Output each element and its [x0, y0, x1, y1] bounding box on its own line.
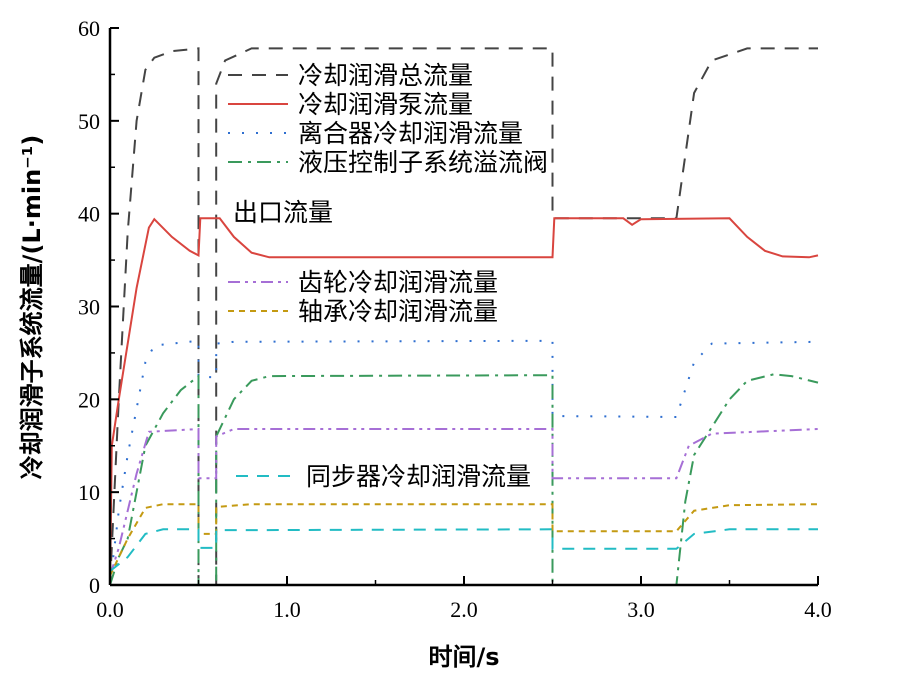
x-tick-label: 1.0	[273, 597, 301, 622]
x-axis-label: 时间/s	[428, 643, 499, 671]
legend-label: 液压控制子系统溢流阀	[298, 148, 548, 177]
legend-label: 离合器冷却润滑流量	[298, 119, 523, 148]
legend-label: 冷却润滑总流量	[298, 61, 473, 90]
series-line-3	[109, 373, 819, 586]
y-tick-label: 30	[78, 295, 100, 320]
x-tick-label: 3.0	[627, 597, 655, 622]
y-axis-label: 冷却润滑子系统流量/(L·min⁻¹)	[18, 135, 46, 480]
series-line-1	[109, 217, 819, 586]
y-tick-label: 40	[78, 202, 100, 227]
series-layer	[109, 47, 819, 586]
legend: 冷却润滑总流量冷却润滑泵流量离合器冷却润滑流量液压控制子系统溢流阀出口流量齿轮冷…	[228, 61, 548, 491]
legend-label: 出口流量	[233, 198, 333, 227]
legend-label: 同步器冷却润滑流量	[306, 462, 531, 491]
y-tick-label: 20	[78, 387, 100, 412]
legend-label: 齿轮冷却润滑流量	[298, 268, 498, 297]
series-line-6	[109, 528, 818, 572]
y-tick-label: 60	[78, 16, 100, 41]
series-line-0	[109, 47, 818, 586]
series-line-5	[109, 503, 819, 577]
x-tick-label: 0.0	[96, 597, 124, 622]
y-tick-label: 0	[89, 573, 100, 598]
legend-label: 冷却润滑泵流量	[298, 90, 473, 119]
series-line-4	[109, 427, 819, 577]
x-tick-label: 4.0	[804, 597, 832, 622]
x-tick-label: 2.0	[450, 597, 478, 622]
legend-label: 轴承冷却润滑流量	[298, 297, 498, 326]
y-tick-label: 50	[78, 109, 100, 134]
y-tick-label: 10	[78, 480, 100, 505]
axes: 0 10 20 30 40 50 60 0.0 1.0 2.0 3.0 4.0	[78, 16, 832, 622]
